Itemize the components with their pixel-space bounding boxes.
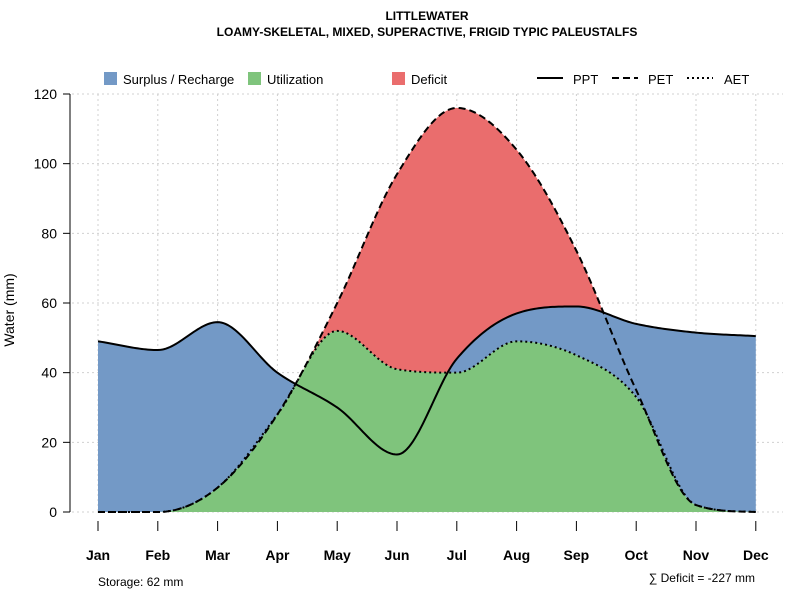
legend-swatch-utilization [248, 72, 261, 85]
area-utilization [98, 330, 756, 512]
legend-label-pet: PET [648, 72, 673, 87]
chart-title: LITTLEWATER [385, 9, 468, 23]
y-tick-label-100: 100 [34, 156, 58, 172]
x-tick-label-apr: Apr [265, 547, 290, 563]
axes: 0 20 40 60 80 100 120 Jan Feb Mar Apr May Jun Jul Aug S… [34, 86, 769, 563]
legend-label-surplus: Surplus / Recharge [123, 72, 234, 87]
y-axis-label: Water (mm) [1, 273, 17, 346]
area-surplus-recharge [98, 306, 756, 512]
legend-label-utilization: Utilization [267, 72, 323, 87]
area-deficit [98, 107, 756, 513]
legend-label-aet: AET [724, 72, 749, 87]
legend-swatch-deficit [392, 72, 405, 85]
chart-subtitle: LOAMY-SKELETAL, MIXED, SUPERACTIVE, FRIG… [217, 25, 638, 39]
x-tick-label-jun: Jun [385, 547, 410, 563]
series-line-ppt [97, 305, 756, 456]
x-tick-label-may: May [324, 547, 351, 563]
series-line-pet [98, 106, 756, 513]
x-tick-label-dec: Dec [743, 547, 769, 563]
storage-note: Storage: 62 mm [98, 575, 183, 589]
y-tick-label-0: 0 [49, 504, 57, 520]
y-tick-label-40: 40 [41, 365, 57, 381]
x-tick-label-nov: Nov [683, 547, 710, 563]
legend-label-deficit: Deficit [411, 72, 448, 87]
y-tick-label-120: 120 [34, 86, 58, 102]
x-tick-label-jul: Jul [447, 547, 467, 563]
y-tick-label-80: 80 [41, 225, 57, 241]
x-tick-label-jan: Jan [86, 547, 110, 563]
x-tick-label-feb: Feb [145, 547, 170, 563]
legend-swatch-surplus [104, 72, 117, 85]
y-tick-label-20: 20 [41, 434, 57, 450]
deficit-note: ∑ Deficit = -227 mm [649, 571, 755, 585]
y-tick-label-60: 60 [41, 295, 57, 311]
x-tick-label-aug: Aug [503, 547, 530, 563]
area-fills [98, 107, 756, 513]
x-tick-label-oct: Oct [625, 547, 649, 563]
x-tick-label-mar: Mar [205, 547, 230, 563]
series-lines [97, 106, 756, 513]
x-tick-label-sep: Sep [564, 547, 590, 563]
legend-label-ppt: PPT [573, 72, 598, 87]
legend: Surplus / Recharge Utilization Deficit P… [104, 72, 749, 87]
